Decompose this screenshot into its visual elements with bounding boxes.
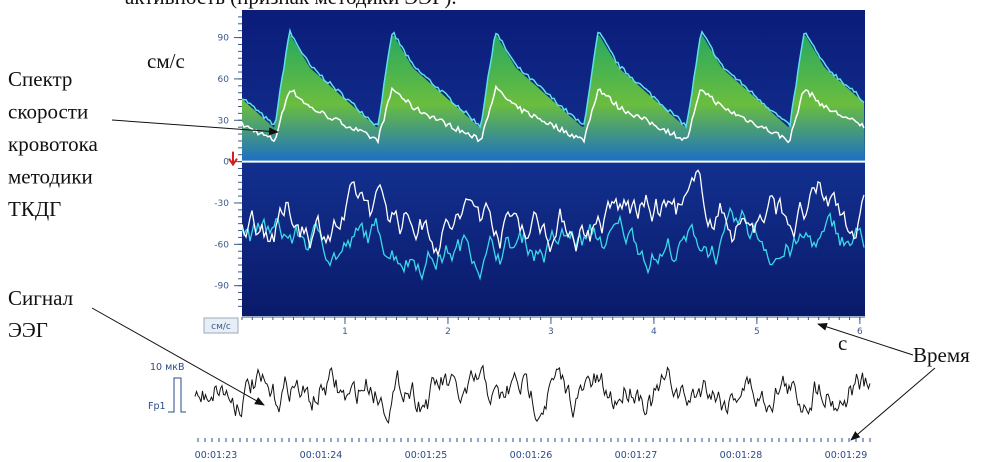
eeg-trace	[194, 364, 871, 425]
direction-arrow	[228, 151, 238, 167]
arrow	[111, 119, 279, 136]
x-unit: с	[838, 331, 847, 355]
time-label: 00:01:28	[720, 450, 763, 461]
arrow	[817, 322, 914, 356]
eeg-scale: 10 мкВ	[150, 362, 185, 373]
annotations: Спектр скорости кровотока методики ТКДГ Сигна…	[8, 67, 98, 342]
eeg-channel: Fp1	[148, 401, 166, 412]
spectrum-label: методики	[8, 165, 93, 189]
unit-button-label: см/с	[211, 322, 231, 332]
time-label: 00:01:25	[405, 450, 448, 461]
y-tick-label: 60	[218, 75, 230, 85]
calibration	[168, 377, 186, 413]
eeg-panel: 00:01:23 00:01:24 00:01:25 00:01:26 00:01:27…	[194, 364, 871, 461]
eeg-label: Сигнал	[8, 286, 73, 310]
x-tick-label: 1	[342, 327, 348, 337]
time-label: 00:01:24	[300, 450, 343, 461]
mean	[241, 84, 865, 145]
x-tick-label: 3	[548, 327, 554, 337]
y-tick-label: -90	[214, 282, 229, 292]
spectrum	[242, 34, 865, 162]
x-tick-label: 4	[651, 327, 657, 337]
envelope	[241, 27, 865, 129]
y-tick-label: 30	[218, 116, 230, 126]
unit-button	[203, 317, 239, 334]
arrow	[850, 367, 936, 441]
y-unit: см/с	[147, 49, 185, 73]
y-tick-label: -60	[214, 240, 229, 250]
reverse-mean	[241, 169, 865, 258]
y-tick-label: -30	[214, 199, 229, 209]
time-label: 00:01:27	[615, 450, 658, 461]
spectrum-label: скорости	[8, 100, 88, 124]
y-tick-label: 0	[223, 158, 229, 168]
x-tick-label: 2	[445, 327, 451, 337]
y-tick-label: 90	[218, 34, 230, 44]
time-label: 00:01:29	[825, 450, 868, 461]
spectrum-label: Спектр	[8, 67, 72, 91]
spectrum-label: ТКДГ	[8, 197, 61, 221]
eeg-label: ЭЭГ	[8, 318, 48, 342]
x-tick-label: 6	[857, 327, 863, 337]
time-label: 00:01:26	[510, 450, 553, 461]
time-label: 00:01:23	[195, 450, 238, 461]
caption: активность (признак методики ЭЭГ).	[125, 0, 457, 9]
spectrum-label: кровотока	[8, 132, 98, 156]
y-axis-panel	[200, 10, 242, 316]
arrow	[91, 307, 265, 406]
x-tick-label: 5	[754, 327, 760, 337]
plot-background	[242, 10, 865, 316]
time-label: Время	[913, 343, 970, 367]
spectrogram: 90 60 30 0 -30 -60 -90 1 2 3 4 5 6 см/с	[200, 10, 865, 337]
reverse-envelope	[241, 206, 865, 282]
